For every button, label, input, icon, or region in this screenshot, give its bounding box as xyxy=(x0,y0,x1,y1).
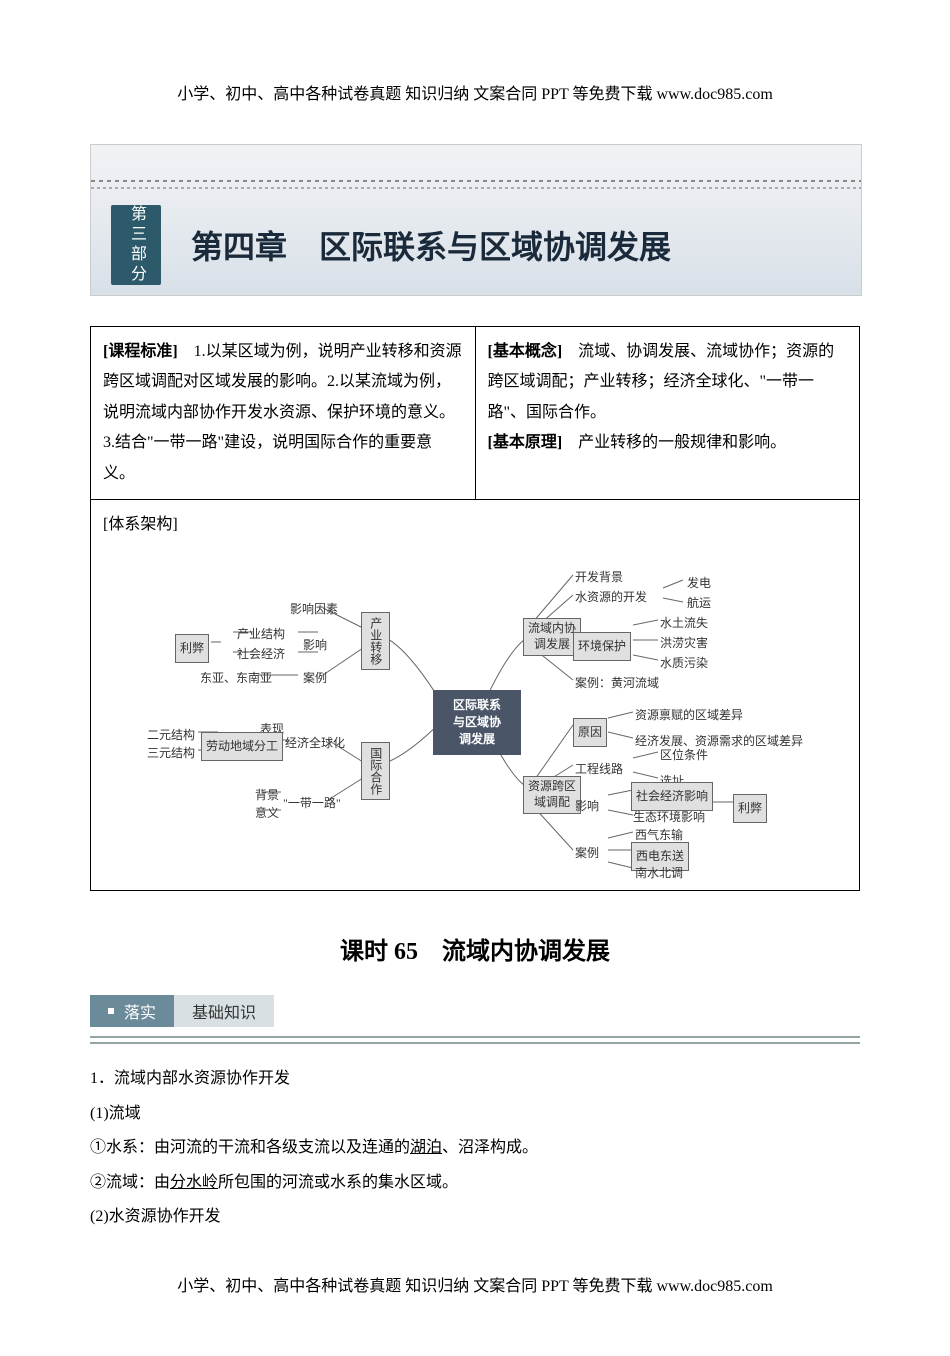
node-project-route: 工程线路 xyxy=(573,758,625,781)
node-east-asia: 东亚、东南亚 xyxy=(198,667,274,690)
node-case-r: 案例 xyxy=(573,842,601,865)
node-industry-transfer: 产业转移 xyxy=(361,612,390,670)
standard-text: 1.以某区域为例，说明产业转移和资源跨区域调配对区域发展的影响。2.以某流域为例… xyxy=(103,343,462,482)
node-center: 区际联系与区域协调发展 xyxy=(433,690,521,754)
tab-label-1: 落实 xyxy=(124,999,156,1023)
node-labor-div: 劳动地域分工 xyxy=(201,732,283,761)
node-env-protect: 环境保护 xyxy=(573,632,631,661)
page-header: 小学、初中、高中各种试卷真题 知识归纳 文案合同 PPT 等免费下载 www.d… xyxy=(90,80,860,104)
principle-label: [基本原理] xyxy=(488,434,563,451)
node-factors: 影响因素 xyxy=(288,598,340,621)
decor-rail xyxy=(91,187,861,189)
arch-label: [体系架构] xyxy=(103,516,178,533)
node-case: 案例 xyxy=(301,667,329,690)
dot-icon xyxy=(108,1008,114,1014)
info-table: [课程标准] 1.以某区域为例，说明产业转移和资源跨区域调配对区域发展的影响。2… xyxy=(90,326,860,891)
node-water-dev: 水资源的开发 xyxy=(573,586,649,609)
chapter-banner: 第三部分 第四章 区际联系与区域协调发展 xyxy=(90,144,862,296)
node-water-pollute: 水质污染 xyxy=(658,652,710,675)
decor-rail xyxy=(91,180,861,182)
section-divider xyxy=(90,1036,860,1044)
node-significance: 意义 xyxy=(253,802,281,825)
architecture-diagram: 区际联系与区域协调发展 产业转移 影响因素 利弊 产业结构 社会经济 影响 案例… xyxy=(103,540,847,880)
node-case-yellow: 案例：黄河流域 xyxy=(573,672,661,695)
node-south-water: 南水北调 xyxy=(633,862,685,885)
para-2: ①水系：由河流的干流和各级支流以及连通的湖泊、沼泽构成。 xyxy=(90,1133,860,1163)
node-influence-r: 影响 xyxy=(573,795,601,818)
node-location: 区位条件 xyxy=(658,744,710,767)
para-1: (1)流域 xyxy=(90,1099,860,1129)
chapter-title: 第四章 区际联系与区域协调发展 xyxy=(191,222,671,268)
page-footer: 小学、初中、高中各种试卷真题 知识归纳 文案合同 PPT 等免费下载 www.d… xyxy=(90,1272,860,1296)
para-4: (2)水资源协作开发 xyxy=(90,1202,860,1232)
principle-text: 产业转移的一般规律和影响。 xyxy=(562,434,786,451)
node-intl-coop: 国际合作 xyxy=(361,742,390,800)
node-triple: 三元结构 xyxy=(145,742,197,765)
node-pros-cons: 利弊 xyxy=(175,634,209,663)
node-globalization: 经济全球化 xyxy=(283,732,347,755)
heading-1: 1．流域内部水资源协作开发 xyxy=(90,1064,860,1094)
node-social-economy: 社会经济 xyxy=(235,643,287,666)
node-influence: 影响 xyxy=(301,634,329,657)
node-bri: "一带一路" xyxy=(281,792,343,815)
node-pros-cons-r: 利弊 xyxy=(733,794,767,823)
section-tab: 落实 基础知识 xyxy=(90,996,860,1026)
concept-label: [基本概念] xyxy=(488,343,563,360)
tab-label-2: 基础知识 xyxy=(174,995,274,1027)
standard-label: [课程标准] xyxy=(103,343,178,360)
node-endowment: 资源禀赋的区域差异 xyxy=(633,704,745,727)
para-3: ②流域：由分水岭所包围的河流或水系的集水区域。 xyxy=(90,1168,860,1198)
content-body: 1．流域内部水资源协作开发 (1)流域 ①水系：由河流的干流和各级支流以及连通的… xyxy=(90,1064,860,1232)
node-reason: 原因 xyxy=(573,718,607,747)
part-label: 第三部分 xyxy=(111,205,161,285)
lesson-title: 课时 65 流域内协调发展 xyxy=(90,931,860,966)
